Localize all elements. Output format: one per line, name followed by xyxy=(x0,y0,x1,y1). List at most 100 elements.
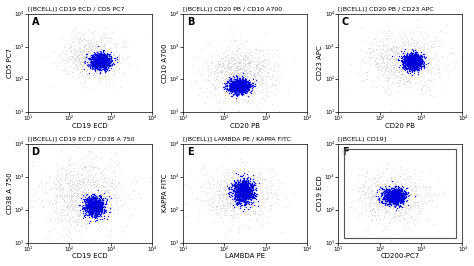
Point xyxy=(418,50,425,55)
Point xyxy=(238,168,246,173)
Point xyxy=(242,82,250,86)
Point xyxy=(93,63,101,67)
Point xyxy=(384,188,392,192)
Point xyxy=(419,60,426,64)
Point xyxy=(86,208,94,212)
Point xyxy=(386,196,393,200)
Point xyxy=(96,64,103,68)
Point xyxy=(385,189,393,193)
Point xyxy=(93,56,101,60)
Point xyxy=(417,77,424,82)
Point xyxy=(246,194,253,198)
Point xyxy=(84,56,92,60)
Point xyxy=(96,51,104,55)
Point xyxy=(378,193,386,197)
Point xyxy=(246,80,254,85)
Point xyxy=(258,190,265,194)
Point xyxy=(402,60,410,65)
Point xyxy=(86,199,94,203)
Point xyxy=(401,57,408,61)
Point xyxy=(409,61,417,65)
Point xyxy=(74,172,82,176)
Point xyxy=(237,185,245,189)
Point xyxy=(452,60,460,64)
Point xyxy=(238,203,246,207)
Point xyxy=(90,65,97,70)
Point xyxy=(400,56,408,61)
Point xyxy=(242,181,249,186)
Point xyxy=(253,197,261,201)
Point xyxy=(102,181,110,185)
Point xyxy=(85,64,92,68)
Point xyxy=(415,59,422,63)
Point xyxy=(262,84,270,88)
Point xyxy=(232,185,239,189)
Point xyxy=(98,202,105,207)
Point xyxy=(243,90,250,94)
Point xyxy=(413,203,421,207)
Point xyxy=(236,61,244,65)
Point xyxy=(238,77,246,82)
Point xyxy=(221,213,229,217)
Point xyxy=(92,205,100,209)
Point xyxy=(94,201,102,206)
Point xyxy=(253,186,260,190)
Point xyxy=(261,177,268,181)
Point xyxy=(414,60,421,64)
Point xyxy=(88,201,95,205)
Point xyxy=(407,63,414,67)
Point xyxy=(87,59,95,64)
Point xyxy=(234,86,242,91)
Point xyxy=(83,202,91,206)
Point xyxy=(253,194,261,198)
Point xyxy=(234,91,241,95)
Point xyxy=(97,195,105,199)
Point xyxy=(424,42,432,46)
Point xyxy=(395,189,402,193)
Point xyxy=(232,81,240,86)
Point xyxy=(367,197,375,201)
Point xyxy=(93,210,101,214)
Point xyxy=(401,195,408,199)
Point xyxy=(381,191,388,195)
Point xyxy=(390,195,397,200)
Point xyxy=(239,180,247,184)
Point xyxy=(96,59,103,63)
Point xyxy=(89,211,97,215)
Point xyxy=(237,80,245,84)
Point xyxy=(95,207,103,211)
Point xyxy=(64,55,71,59)
Point xyxy=(417,67,425,71)
Point xyxy=(246,192,253,196)
Point xyxy=(90,213,97,217)
Point xyxy=(406,58,413,63)
Point xyxy=(390,192,398,197)
Point xyxy=(90,203,97,208)
Point xyxy=(410,38,418,42)
Point xyxy=(374,184,382,188)
Point xyxy=(406,205,413,209)
Point xyxy=(90,200,97,204)
Point xyxy=(74,200,82,204)
Point xyxy=(399,62,407,66)
Point xyxy=(227,186,234,190)
Point xyxy=(94,60,102,65)
Point xyxy=(246,197,254,201)
Point xyxy=(82,42,89,47)
Point xyxy=(264,89,271,93)
Point xyxy=(81,60,88,64)
Point xyxy=(234,89,241,93)
Point xyxy=(55,188,63,192)
Point xyxy=(411,58,419,62)
Point xyxy=(91,210,99,214)
Point xyxy=(413,52,421,56)
Point xyxy=(415,65,422,69)
Point xyxy=(76,52,83,56)
Point xyxy=(212,86,219,90)
Point xyxy=(71,204,78,208)
Point xyxy=(79,205,87,209)
Point xyxy=(72,186,79,191)
Point xyxy=(407,187,414,191)
Point xyxy=(271,84,279,88)
Point xyxy=(239,176,246,181)
